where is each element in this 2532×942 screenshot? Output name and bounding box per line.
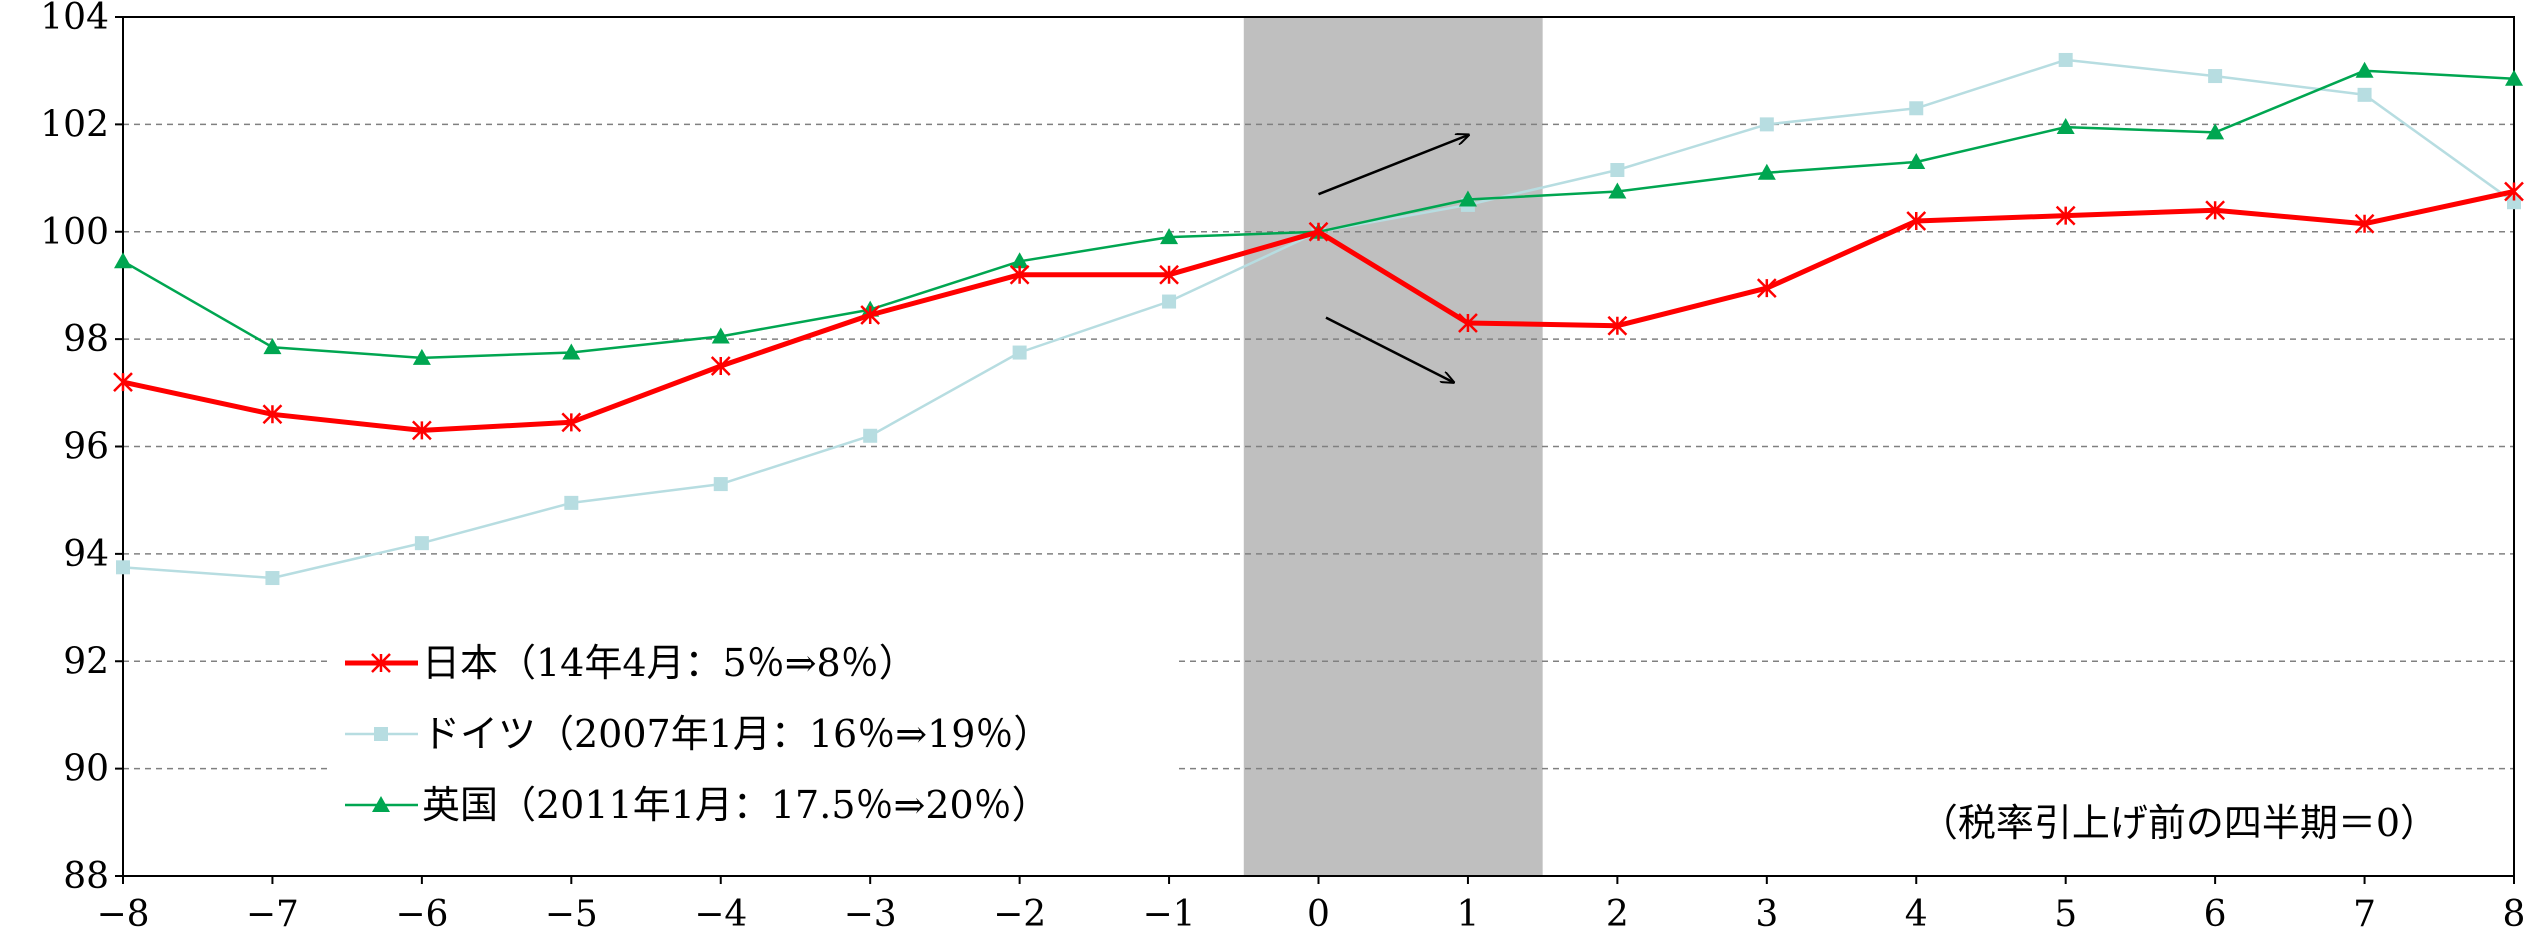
data-point [116,560,130,575]
x-tick-label: 4 [1905,894,1928,935]
x-tick-label: −8 [96,894,149,935]
data-point [2058,52,2073,67]
trend-arrow-down [1325,316,1453,382]
y-tick-label: 102 [40,104,109,145]
y-tick-label: 92 [63,641,109,682]
legend-label: 日本（14年4月：5％⇒8％） [422,641,917,685]
data-point [2504,181,2524,202]
data-point [1010,252,1029,269]
y-tick-label: 94 [63,534,109,575]
data-point [1160,228,1179,245]
x-tick-label: 3 [1755,894,1778,935]
data-point [711,327,730,344]
data-point [113,372,133,392]
data-point [1757,163,1776,180]
y-tick-label: 90 [63,749,109,790]
data-point [863,428,878,443]
legend-swatch-marker [372,796,390,812]
x-tick-label: −7 [246,894,299,935]
data-point [1458,190,1477,207]
y-tick-label: 100 [40,212,109,253]
data-point [2354,213,2375,234]
data-point [562,343,581,360]
legend-swatch-marker [374,727,388,741]
legend-item-0: 日本（14年4月：5％⇒8％） [345,641,917,685]
data-point [2355,61,2374,78]
data-point [1907,152,1926,169]
data-point [1012,345,1027,360]
data-point [265,571,280,586]
data-point [263,338,282,355]
x-tick-label: 6 [2204,894,2227,935]
data-point [1162,294,1177,309]
x-tick-label: −5 [545,894,598,935]
legend-label: 英国（2011年1月：17.5％⇒20％） [422,783,1050,827]
x-tick-label: −4 [694,894,747,935]
data-point [414,536,429,551]
y-tick-label: 96 [63,427,109,468]
data-point [412,348,431,365]
data-point [1458,313,1478,333]
x-tick-label: 0 [1307,894,1330,935]
data-point [710,356,731,376]
x-tick-label: 5 [2054,894,2077,935]
data-point [2208,69,2223,84]
series-0 [113,181,2524,441]
data-point [1608,182,1627,199]
data-point [2055,205,2076,226]
data-point [713,477,728,492]
data-point [1607,315,1628,336]
trend-arrow-up [1318,135,1468,196]
y-tick-label: 98 [63,319,109,360]
x-tick-label: −1 [1143,894,1196,935]
legend-swatch-marker [371,653,391,673]
y-tick-label: 104 [40,0,109,38]
chart-note: （税率引上げ前の四半期＝0） [1920,801,2438,845]
legend-item-1: ドイツ（2007年1月：16％⇒19％） [345,712,1051,756]
legend-item-2: 英国（2011年1月：17.5％⇒20％） [345,783,1050,827]
legend-background [330,625,1178,830]
data-point [1759,117,1774,132]
data-point [1610,163,1625,178]
legend-label: ドイツ（2007年1月：16％⇒19％） [422,712,1051,756]
x-tick-label: −3 [844,894,897,935]
data-point [1909,101,1924,116]
data-point [561,412,582,433]
y-tick-label: 88 [63,856,109,897]
x-tick-label: 7 [2353,894,2376,935]
data-point [114,252,132,269]
data-point [2507,195,2521,210]
data-point [1308,221,1329,242]
data-point [2357,87,2372,102]
data-point [2205,200,2226,221]
x-tick-label: −6 [395,894,448,935]
data-point [860,305,881,325]
x-tick-label: −2 [993,894,1046,935]
x-tick-label: 1 [1456,894,1479,935]
data-point [1159,264,1179,285]
data-point [1906,211,1927,231]
data-point [262,404,283,425]
data-point [564,495,579,510]
data-point [2206,123,2225,140]
x-tick-label: 8 [2503,894,2526,935]
data-point [2056,118,2075,135]
data-point [1009,264,1030,285]
data-point [411,420,432,441]
x-tick-label: 2 [1606,894,1629,935]
data-point [1756,278,1777,299]
data-point [2505,69,2523,86]
